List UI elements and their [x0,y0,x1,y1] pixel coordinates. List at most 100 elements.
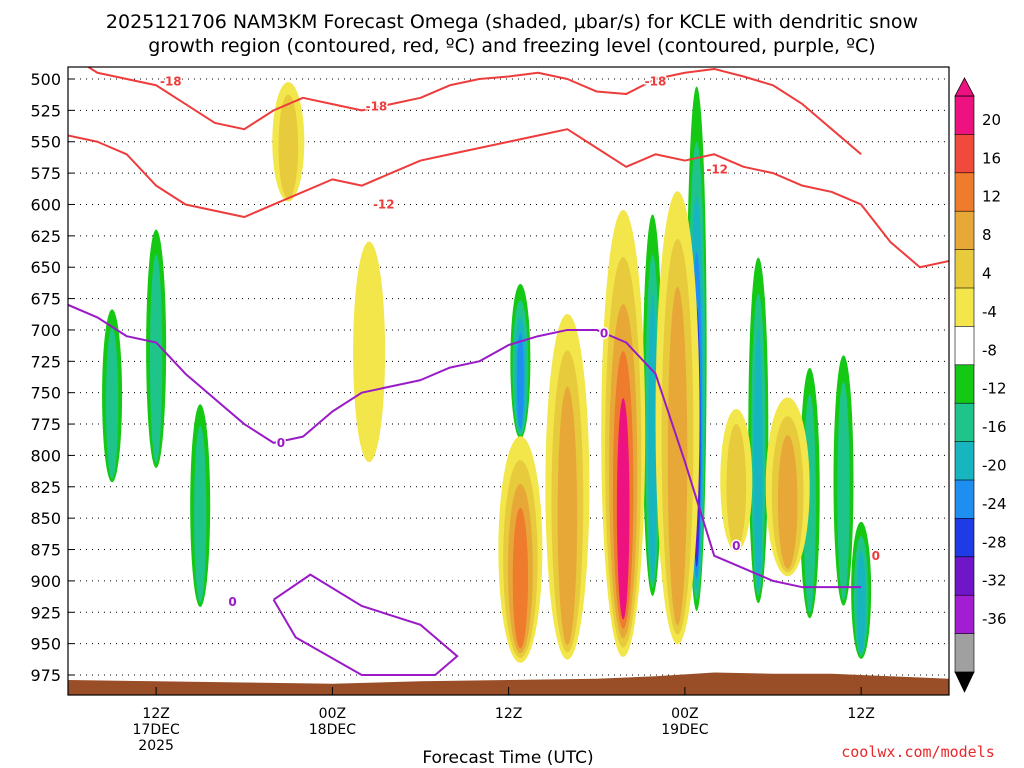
x-tick-label: 00Z [671,706,698,722]
colorbar-swatch [954,210,975,251]
colorbar: 20 16 12 8 4 -4 -8 -12 -16 -20 -24 -28 -32 -36 [954,77,1007,693]
colorbar-label: 8 [982,226,992,244]
omega-contour-band [726,424,747,550]
colorbar-swatch [954,402,975,443]
omega-feature [190,404,211,607]
omega-feature [720,408,753,553]
omega-contour-band [149,254,163,463]
colorbar-top-arrow [954,77,975,97]
colorbar-label: 4 [982,264,992,282]
colorbar-swatch [954,95,975,136]
omega-contour-band [516,332,524,430]
omega-contour-band [648,294,658,580]
omega-contour-band [557,386,578,646]
omega-feature [748,257,769,604]
omega-feature [765,397,810,577]
x-tick-label: 2025 [138,738,174,754]
colorbar-label: -12 [982,380,1007,398]
colorbar-label: -36 [982,610,1007,628]
colorbar-swatch [954,326,975,366]
omega-contour-band [777,435,798,569]
omega-contour-band [856,550,866,654]
colorbar-label: 20 [982,111,1001,129]
y-axis: 500 525 550 575 600 625 650 675 700 725 750 775 800 8… [30,70,74,685]
contour-label: 0 [277,436,285,450]
y-tick-label: 700 [30,321,61,340]
omega-feature [353,241,386,463]
chart-title-line-1: 2025121706 NAM3KM Forecast Omega (shaded… [106,11,918,33]
colorbar-swatch [954,134,975,174]
credit-text[interactable]: coolwx.com/models [841,743,995,761]
y-tick-label: 875 [30,541,61,560]
colorbar-swatch [954,594,975,635]
x-tick-label: 18DEC [309,722,356,738]
colorbar-swatch [954,364,975,404]
colorbar-label: -32 [982,572,1007,590]
y-tick-label: 525 [30,101,61,120]
terrain [68,672,949,695]
x-tick-label: 19DEC [661,722,708,738]
omega-contour-band [353,241,386,463]
y-tick-label: 625 [30,227,61,246]
y-tick-label: 925 [30,603,61,622]
colorbar-swatch [954,172,975,213]
x-tick-label: 12Z [142,706,169,722]
chart-title-line-2: growth region (contoured, red, ºC) and f… [148,35,875,57]
omega-contour-band [837,381,850,601]
contour-labels: -18 -18 -18 -12 -12 0 0 0 0 0 [158,73,881,611]
dgz-minus18-contour [86,67,862,156]
x-tick-label: 17DEC [133,722,180,738]
omega-contour-band [753,330,763,589]
omega-contour-band [512,507,529,649]
contour-label: 0 [872,549,880,563]
y-tick-label: 725 [30,352,61,371]
omega-feature [601,209,646,657]
contour-label: -18 [645,75,667,89]
contour-label: -12 [373,197,395,211]
colorbar-swatch [954,287,975,328]
y-tick-label: 575 [30,164,61,183]
colorbar-label: -8 [982,341,997,359]
y-tick-label: 800 [30,446,61,465]
omega-feature [851,521,872,659]
colorbar-label: -24 [982,495,1007,513]
colorbar-label: -4 [982,303,997,321]
omega-contour-band [105,327,119,479]
colorbar-swatch [954,441,975,481]
x-tick-label: 00Z [319,706,346,722]
omega-contour-band [616,398,630,620]
dgz-minus12-contour [68,128,949,269]
y-tick-label: 775 [30,415,61,434]
contour-lines [68,67,949,676]
y-tick-label: 825 [30,478,61,497]
colorbar-label: -20 [982,456,1007,474]
terrain-layer [68,672,949,695]
omega-feature [833,355,854,606]
y-tick-label: 900 [30,572,61,591]
colorbar-swatch [954,633,975,673]
y-tick-label: 675 [30,290,61,309]
colorbar-swatch [954,556,975,596]
contour-label: 0 [600,327,608,341]
colorbar-swatch [954,518,975,558]
contour-label: -18 [160,75,182,89]
omega-feature [498,436,543,663]
colorbar-swatch [954,479,975,520]
colorbar-swatch [954,249,975,289]
colorbar-label: -16 [982,418,1007,436]
y-tick-label: 600 [30,195,61,214]
omega-shading [102,82,872,663]
y-tick-label: 500 [30,70,61,89]
colorbar-bottom-arrow [954,671,975,693]
contour-label: 0 [732,539,740,553]
x-tick-label: 12Z [847,706,874,722]
omega-feature [102,309,123,483]
freezing-level-contour [68,303,862,589]
y-tick-label: 950 [30,635,61,654]
y-tick-label: 550 [30,133,61,152]
x-tick-label: 12Z [495,706,522,722]
omega-contour-band [667,286,688,626]
omega-feature [655,191,700,645]
